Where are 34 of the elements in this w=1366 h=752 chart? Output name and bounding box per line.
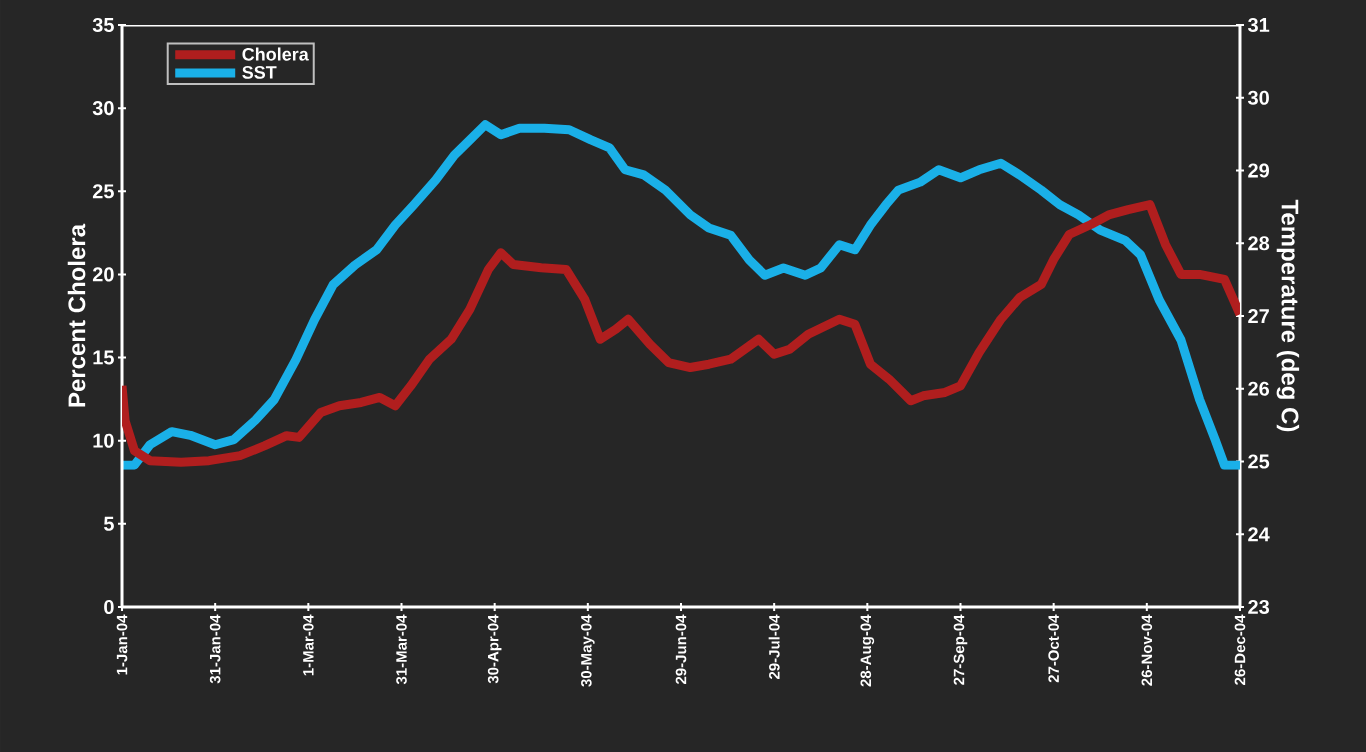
legend-label: SST [242, 65, 277, 79]
y2-tick-label: 28 [1248, 236, 1270, 251]
legend-label: Cholera [242, 47, 309, 61]
y-axis-title: Percent Cholera [67, 223, 86, 407]
y2-tick-label: 25 [1248, 454, 1270, 469]
y-tick-label: 10 [93, 433, 114, 448]
y2-tick-label: 29 [1248, 163, 1270, 178]
y2-tick-label: 31 [1247, 17, 1270, 33]
x-tick-label: 29-Jul-04 [768, 614, 780, 680]
y-tick-label: 20 [92, 267, 114, 282]
y2-tick-label: 27 [1248, 309, 1269, 323]
y2-tick-label: 30 [1247, 90, 1269, 105]
y-tick-label: 15 [93, 350, 114, 365]
x-tick-label: 31-Mar-04 [396, 614, 407, 685]
y-tick-label: 35 [92, 17, 114, 33]
x-tick-label: 28-Aug-04 [860, 614, 875, 687]
y-tick-label: 25 [92, 184, 114, 199]
x-tick-label: 1-Mar-04 [303, 614, 314, 676]
x-tick-label: 30-May-04 [581, 614, 595, 687]
y-tick-label: 0 [104, 599, 114, 615]
x-tick-label: 27-Oct-04 [1048, 614, 1059, 683]
x-tick-label: 27-Sep-04 [953, 614, 968, 685]
y2-tick-label: 26 [1248, 381, 1270, 396]
x-tick-label: 30-Apr-04 [487, 614, 502, 684]
y-tick-label: 30 [92, 101, 114, 116]
y2-tick-label: 23 [1248, 599, 1270, 615]
y2-tick-label: 24 [1248, 527, 1270, 542]
x-tick-label: 29-Jun-04 [675, 614, 687, 685]
x-tick-label: 1-Jan-04 [116, 614, 128, 675]
y2-axis-title: Temperature (deg C) [1276, 199, 1300, 432]
x-tick-label: 26-Nov-04 [1141, 614, 1153, 686]
x-tick-label: 31-Jan-04 [209, 614, 221, 684]
y-tick-label: 5 [103, 516, 114, 531]
x-tick-label: 26-Dec-04 [1234, 614, 1246, 685]
